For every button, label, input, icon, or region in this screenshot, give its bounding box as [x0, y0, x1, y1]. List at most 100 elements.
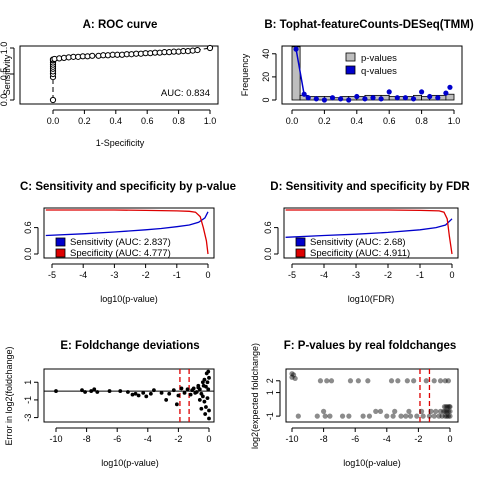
qvalue-point [386, 89, 392, 95]
y-tick-label: 1 [23, 380, 33, 385]
qvalue-point [402, 95, 408, 101]
foldchange-point [414, 413, 420, 419]
foldchange-point [360, 413, 366, 419]
foldchange-point [365, 378, 371, 384]
qvalue-point [313, 96, 319, 102]
x-tick-label: 0.4 [351, 116, 364, 126]
panel-title: F: P-values by real foldchanges [284, 340, 457, 352]
x-tick-label: 0.2 [318, 116, 331, 126]
foldchange-point [406, 408, 412, 414]
foldchange-point [346, 413, 352, 419]
deviation-point [202, 399, 207, 404]
y-tick-label: 0.5 [0, 68, 9, 81]
foldchange-point [411, 378, 417, 384]
x-tick-label: -2 [142, 270, 150, 280]
deviation-point [205, 380, 210, 385]
foldchange-point [292, 375, 298, 382]
deviation-point [200, 394, 205, 399]
foldchange-point [327, 413, 333, 419]
legend-label-specificity: Specificity (AUC: 4.777) [70, 248, 171, 259]
legend-label-sensitivity: Sensitivity (AUC: 2.837) [70, 237, 171, 248]
foldchange-point [355, 378, 361, 384]
x-tick-label: -4 [320, 270, 328, 280]
x-axis-label: log10(p-value) [100, 294, 158, 304]
plot-frame [43, 368, 215, 423]
plot-frame [285, 368, 459, 423]
foldchange-point [441, 404, 448, 410]
foldchange-point [289, 374, 295, 380]
foldchange-point [339, 413, 346, 419]
x-tick-label: -1 [173, 270, 181, 280]
foldchange-point [439, 413, 445, 419]
foldchange-point [347, 378, 354, 384]
deviation-point [80, 388, 84, 393]
x-tick-label: -3 [352, 270, 360, 280]
foldchange-point [445, 408, 452, 414]
y-tick-label: 0.6 [23, 221, 33, 234]
foldchange-point [428, 408, 434, 414]
legend-swatch-sensitivity [295, 237, 306, 247]
plot-frame [283, 207, 459, 259]
x-axis-label: log10(p-value) [343, 458, 401, 468]
foldchange-point [395, 378, 401, 384]
y-tick-label: 20 [261, 72, 271, 82]
x-tick-label: 0 [205, 270, 210, 280]
x-tick-label: -10 [285, 434, 298, 444]
foldchange-point [445, 413, 452, 419]
deviation-point [197, 387, 202, 392]
foldchange-point [423, 378, 429, 384]
legend-label-pvalues: p-values [361, 53, 397, 64]
x-tick-label: -5 [288, 270, 296, 280]
x-tick-label: 1.0 [204, 116, 217, 126]
deviation-point [207, 416, 211, 421]
deviation-point [176, 393, 181, 398]
deviation-point [182, 390, 187, 395]
deviation-point [199, 406, 204, 411]
deviation-point [206, 387, 211, 392]
qvalue-point [354, 93, 360, 100]
x-tick-label: -8 [83, 434, 91, 444]
x-tick-label: 0.2 [78, 116, 91, 126]
y-tick-label: 40 [261, 49, 271, 59]
deviation-point [107, 389, 112, 393]
deviation-point [190, 388, 195, 393]
x-tick-label: 0.0 [47, 116, 60, 126]
y-axis-label: log2(expected foldchange) [250, 343, 260, 449]
foldchange-point [443, 404, 449, 410]
y-axis-label: Sensitivity [2, 54, 12, 95]
y-tick-label: -3 [23, 414, 33, 422]
foldchange-point [436, 413, 442, 419]
sensitivity-line [285, 218, 453, 238]
foldchange-point [377, 408, 384, 414]
deviation-point [171, 388, 176, 393]
pvalue-bar [445, 93, 455, 101]
foldchange-point [442, 378, 448, 384]
legend-label-specificity: Specificity (AUC: 4.911) [310, 248, 410, 259]
deviation-point [202, 377, 207, 382]
foldchange-point [392, 408, 398, 414]
foldchange-point [373, 408, 379, 414]
x-tick-label: 0 [449, 270, 454, 280]
foldchange-point [314, 413, 320, 419]
deviation-point [92, 387, 97, 392]
qvalue-point [394, 95, 400, 101]
plot-frame [43, 207, 215, 259]
y-tick-label: 0.0 [23, 248, 33, 261]
legend-swatch-specificity [295, 248, 306, 258]
foldchange-point [444, 408, 450, 414]
foldchange-point [418, 408, 425, 414]
y-tick-label: -1 [265, 412, 275, 420]
x-tick-label: -2 [384, 270, 392, 280]
qvalue-point [443, 90, 449, 96]
y-axis-label: Frequency [240, 53, 250, 96]
foldchange-point [403, 413, 409, 419]
deviation-point [164, 398, 169, 402]
legend-label-sensitivity: Sensitivity (AUC: 2.68) [310, 237, 406, 248]
specificity-line [285, 209, 453, 255]
roc-point [49, 96, 57, 104]
x-tick-label: 0.4 [110, 116, 123, 126]
deviation-point [205, 396, 210, 401]
panel-title: C: Sensitivity and specificity by p-valu… [20, 181, 236, 193]
foldchange-point [447, 413, 453, 419]
deviation-point [54, 389, 58, 393]
